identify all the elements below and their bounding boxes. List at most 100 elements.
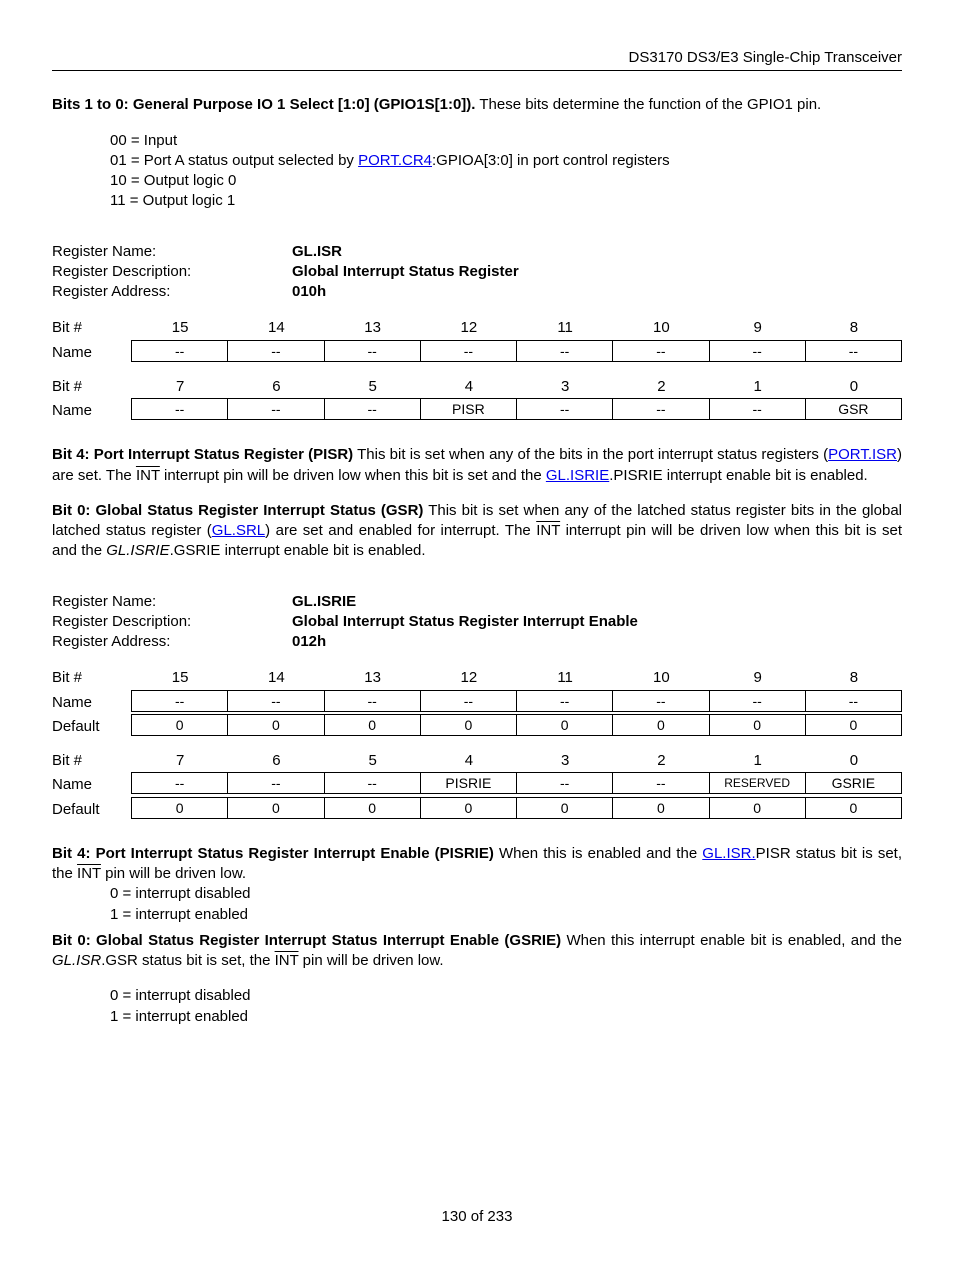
bit-num: 11 [517,666,613,690]
bit-num: 10 [613,666,709,690]
bit-default: 0 [709,714,806,736]
text: When this is enabled and the [494,845,702,862]
label: Register Address: [52,632,292,652]
list-item: 11 = Output logic 1 [110,191,902,211]
link-port-cr4[interactable]: PORT.CR4 [358,152,432,169]
bit-num: 8 [806,666,902,690]
bit-name: -- [227,690,324,712]
link-gl-isr[interactable]: GL.ISR. [702,845,755,862]
link-gl-srl[interactable]: GL.SRL [212,522,265,539]
bit-name: -- [420,340,517,362]
bit-default: 0 [420,714,517,736]
text: .GSR status bit is set, the [101,952,274,969]
label: Register Name: [52,592,292,612]
text: .GSRIE interrupt enable bit is enabled. [170,542,426,559]
bit-name: -- [612,398,709,420]
bit-default: 0 [324,714,421,736]
bit-num: 11 [517,316,613,340]
bit-default: 0 [805,714,902,736]
list-item: 01 = Port A status output selected by PO… [110,151,902,171]
row-label-default: Default [52,715,132,739]
link-gl-isrie[interactable]: GL.ISRIE [546,467,609,484]
text: ) are set and enabled for interrupt. The [265,522,536,539]
bit-num: 15 [132,666,228,690]
bits-1-0-lead: Bits 1 to 0: General Purpose IO 1 Select… [52,96,475,113]
int-overline: INT [536,522,560,539]
bit0-gsrie-para: Bit 0: Global Status Register Interrupt … [52,931,902,972]
bit-num: 6 [228,375,324,399]
bit-name: -- [324,398,421,420]
register-addr: 012h [292,632,326,652]
bit-default: 0 [324,797,421,819]
int-overline: INT [136,467,160,484]
row-label-bit: Bit # [52,316,132,340]
bit0-list: 0 = interrupt disabled 1 = interrupt ena… [110,986,902,1027]
italic: GL.ISRIE [106,542,169,559]
register-name: GL.ISR [292,242,342,262]
bit4-list: 0 = interrupt disabled 1 = interrupt ena… [110,884,902,925]
bit-name: -- [227,398,324,420]
bit-num: 13 [325,316,421,340]
row-label-name: Name [52,691,132,715]
bit-name: -- [805,690,902,712]
bit-num: 15 [132,316,228,340]
bit-default: 0 [227,714,324,736]
bit-num: 12 [421,666,517,690]
bit-num: 3 [517,375,613,399]
page-footer: 130 of 233 [52,1207,902,1227]
bit-name: -- [131,340,228,362]
bit-name: -- [131,398,228,420]
bit-name: -- [227,340,324,362]
text: When this interrupt enable bit is enable… [561,932,902,949]
bit-name: RESERVED [709,772,806,794]
bit-default: 0 [709,797,806,819]
bits-1-0-para: Bits 1 to 0: General Purpose IO 1 Select… [52,95,902,115]
bit-num: 14 [228,666,324,690]
list-item: 00 = Input [110,131,902,151]
bit-num: 5 [325,749,421,773]
bit-name: -- [516,690,613,712]
register-addr: 010h [292,282,326,302]
bit-num: 6 [228,749,324,773]
bit-name: -- [805,340,902,362]
bit-num: 7 [132,749,228,773]
register-desc: Global Interrupt Status Register Interru… [292,612,638,632]
bit-default: 0 [131,714,228,736]
bit-name: -- [324,772,421,794]
bit-default: 0 [805,797,902,819]
bit-num: 8 [806,316,902,340]
link-port-isr[interactable]: PORT.ISR [828,446,897,463]
page-header: DS3170 DS3/E3 Single-Chip Transceiver [52,48,902,68]
bit4-pisr-para: Bit 4: Port Interrupt Status Register (P… [52,445,902,486]
bit4-pisrie-para: Bit 4: Port Interrupt Status Register In… [52,844,902,885]
bit-default: 0 [420,797,517,819]
bit-name: -- [709,340,806,362]
bit-name: PISR [420,398,517,420]
text: .PISRIE interrupt enable bit is enabled. [609,467,868,484]
bit-name: -- [420,690,517,712]
lead: Bit 4: Port Interrupt Status Register (P… [52,446,353,463]
bit-name: -- [324,340,421,362]
bit-name: -- [131,772,228,794]
bit-num: 9 [710,666,806,690]
bit-name: GSR [805,398,902,420]
bit-name: -- [227,772,324,794]
list-item: 1 = interrupt enabled [110,1007,902,1027]
register-info-glisrie: Register Name: GL.ISRIE Register Descrip… [52,592,902,653]
text: pin will be driven low. [101,865,246,882]
label: Register Name: [52,242,292,262]
list-item: 0 = interrupt disabled [110,986,902,1006]
bits-1-0-list: 00 = Input 01 = Port A status output sel… [110,131,902,212]
bit-default: 0 [612,714,709,736]
bit-num: 2 [613,749,709,773]
bit-num: 5 [325,375,421,399]
bit-name: -- [612,340,709,362]
row-label-name: Name [52,399,132,423]
text: interrupt pin will be driven low when th… [160,467,546,484]
bit-num: 14 [228,316,324,340]
bit-default: 0 [612,797,709,819]
text: pin will be driven low. [299,952,444,969]
label: Register Description: [52,262,292,282]
bit-num: 3 [517,749,613,773]
lead: Bit 4: Port Interrupt Status Register In… [52,845,494,862]
